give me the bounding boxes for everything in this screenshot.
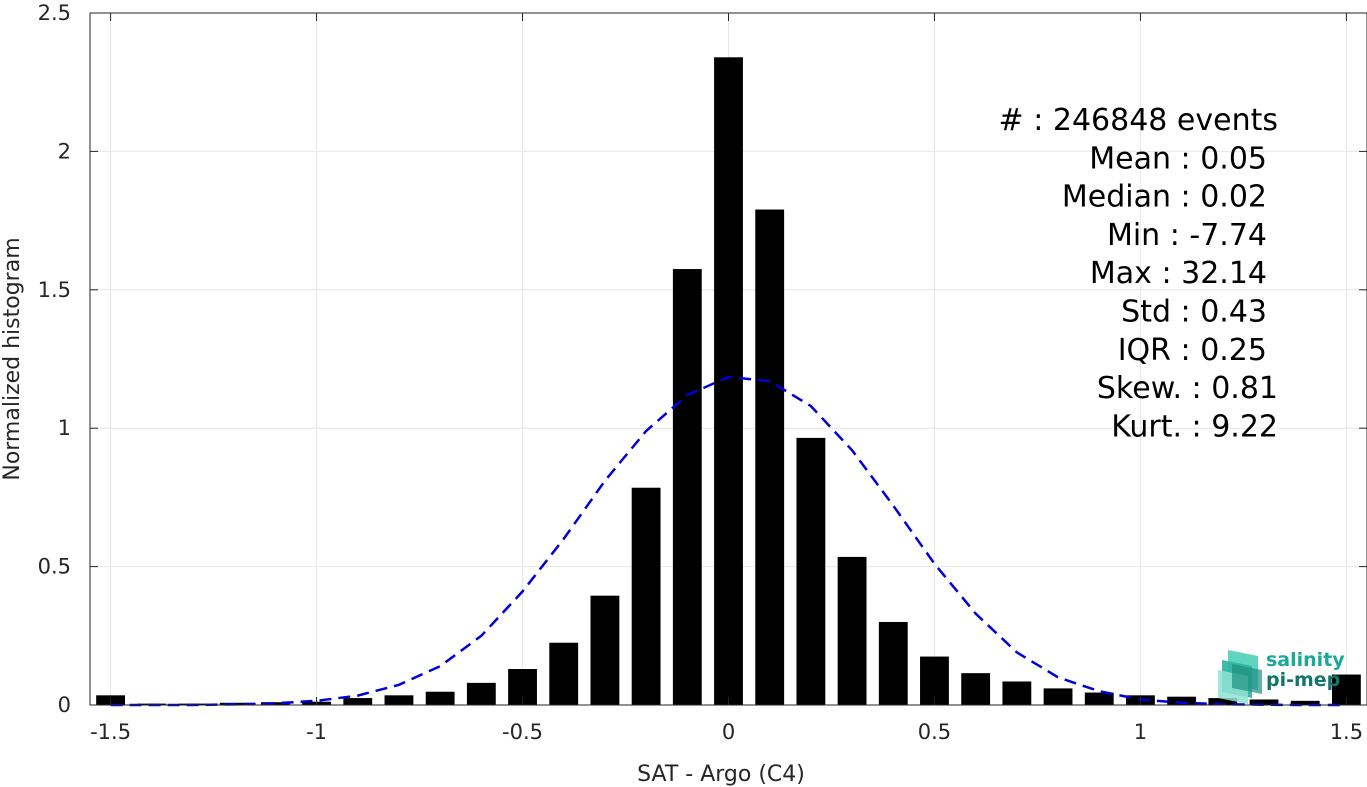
x-tick-label: 1.5 bbox=[1330, 720, 1363, 744]
histogram-bar bbox=[466, 682, 496, 705]
histogram-bar bbox=[1043, 688, 1073, 705]
y-tick-label: 0.5 bbox=[38, 555, 71, 579]
histogram-bar bbox=[1002, 681, 1032, 705]
stats-line: Median : 0.02 bbox=[1062, 180, 1267, 215]
histogram-bar bbox=[590, 595, 620, 705]
histogram-bar bbox=[425, 691, 455, 705]
y-tick-label: 0 bbox=[58, 693, 71, 717]
y-tick-label: 2 bbox=[58, 139, 71, 163]
stats-line: Kurt. : 9.22 bbox=[1111, 409, 1278, 444]
logo-line1: salinity bbox=[1266, 649, 1345, 671]
stats-line: Skew. : 0.81 bbox=[1097, 371, 1278, 406]
tick-labels: -1.5 -1 -0.5 0 0.5 1 1.5 0 0.5 1 1.5 2 2.5 bbox=[38, 1, 1364, 744]
histogram-bar bbox=[549, 642, 579, 705]
histogram-bar bbox=[260, 702, 290, 705]
y-tick-label: 2.5 bbox=[38, 1, 71, 25]
histogram-bar bbox=[796, 437, 826, 705]
histogram-bar bbox=[1084, 692, 1114, 705]
x-tick-label: -1 bbox=[306, 720, 327, 744]
stats-line: Mean : 0.05 bbox=[1089, 141, 1267, 176]
stats-line: Max : 32.14 bbox=[1090, 256, 1267, 291]
x-tick-label: 0 bbox=[722, 720, 735, 744]
y-tick-label: 1.5 bbox=[38, 278, 71, 302]
x-axis-title: SAT - Argo (C4) bbox=[637, 762, 805, 787]
histogram-bar bbox=[1167, 696, 1197, 705]
logo-mark-icon bbox=[1218, 650, 1262, 704]
x-tick-label: 1 bbox=[1134, 720, 1147, 744]
histogram-bar bbox=[1208, 698, 1238, 705]
histogram-bar bbox=[714, 57, 743, 705]
stats-line: # : 246848 events bbox=[999, 103, 1278, 138]
axes bbox=[89, 12, 1367, 706]
histogram-bar bbox=[878, 621, 908, 705]
logo-line2: pi-mep bbox=[1266, 669, 1340, 691]
stats-line: Min : -7.74 bbox=[1107, 218, 1267, 253]
histogram-bar bbox=[672, 269, 702, 705]
histogram-bar bbox=[1290, 700, 1320, 705]
histogram-bar bbox=[920, 656, 949, 705]
x-tick-label: -0.5 bbox=[502, 720, 543, 744]
salinity-pimep-logo: salinity pi-mep bbox=[1218, 649, 1345, 704]
histogram-bar bbox=[1249, 699, 1279, 705]
x-tick-label: 0.5 bbox=[918, 720, 951, 744]
histogram-bar bbox=[961, 673, 991, 705]
stats-line: Std : 0.43 bbox=[1121, 295, 1267, 330]
histogram-bar bbox=[631, 487, 661, 705]
histogram-bar bbox=[384, 695, 414, 705]
y-axis-title: Normalized histogram bbox=[0, 237, 25, 480]
histogram-bar bbox=[755, 209, 785, 705]
y-tick-label: 1 bbox=[58, 416, 71, 440]
histogram-bar bbox=[343, 698, 373, 705]
stats-line: IQR : 0.25 bbox=[1118, 333, 1267, 368]
x-tick-label: -1.5 bbox=[90, 720, 131, 744]
histogram-bar bbox=[837, 556, 867, 705]
